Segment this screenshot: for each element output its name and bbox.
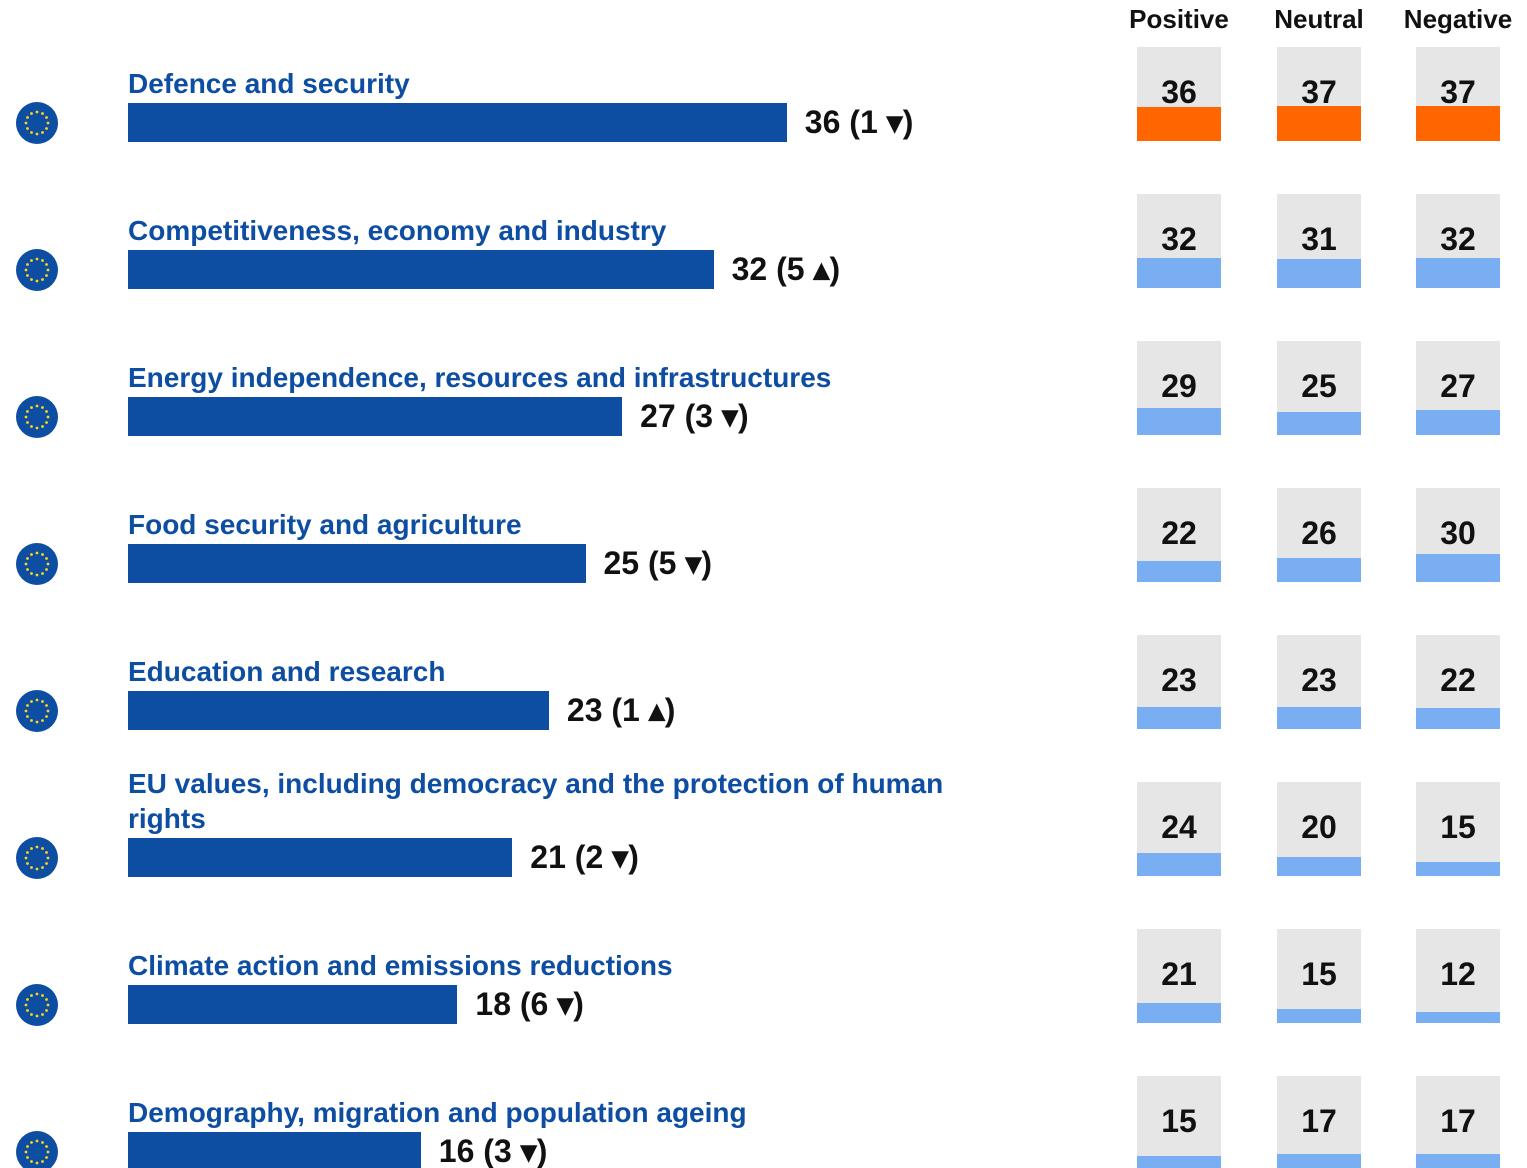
category-label: Climate action and emissions reductions [128, 950, 673, 981]
score-box [1137, 1076, 1221, 1168]
score-bar [1277, 707, 1361, 729]
eu-flag-icon [16, 101, 58, 144]
score-label: 23 [1301, 662, 1337, 698]
bar [128, 691, 549, 730]
score-bar [1137, 853, 1221, 876]
score-label: 27 [1440, 368, 1476, 404]
score-bar [1277, 857, 1361, 876]
score-label: 17 [1301, 1103, 1337, 1139]
score-bar [1137, 257, 1221, 288]
bar [128, 103, 787, 142]
score-box [1277, 929, 1361, 1023]
column-header: Positive [1129, 4, 1229, 34]
score-label: 22 [1161, 515, 1197, 551]
bar [128, 397, 623, 436]
score-label: 22 [1440, 662, 1476, 698]
value-label: 25 (5 ▾) [603, 545, 713, 581]
score-label: 24 [1161, 809, 1197, 845]
score-label: 29 [1161, 368, 1197, 404]
bar [128, 250, 714, 289]
column-header: Neutral [1274, 4, 1364, 34]
score-label: 12 [1440, 956, 1476, 992]
value-label: 21 (2 ▾) [530, 839, 639, 875]
category-label: EU values, including democracy and the p… [128, 768, 944, 834]
score-box [1416, 782, 1500, 876]
score-bar [1277, 1154, 1361, 1168]
value-label: 23 (1 ▴) [566, 692, 676, 728]
score-label: 36 [1161, 74, 1197, 110]
score-label: 37 [1440, 74, 1476, 110]
score-bar [1277, 411, 1361, 435]
score-label: 15 [1301, 956, 1337, 992]
score-bar [1416, 861, 1500, 876]
score-bar [1416, 106, 1500, 141]
bar [128, 544, 586, 583]
value-label: 36 (1 ▾) [804, 104, 914, 140]
score-label: 32 [1440, 221, 1476, 257]
score-label: 17 [1440, 1103, 1476, 1139]
eu-flag-icon [16, 689, 58, 732]
column-header: Negative [1403, 4, 1513, 34]
category-label: Energy independence, resources and infra… [128, 362, 832, 393]
score-label: 31 [1301, 221, 1337, 257]
score-bar [1137, 107, 1221, 141]
score-bar [1416, 257, 1500, 288]
score-bar [1137, 1003, 1221, 1023]
eu-flag-icon [16, 395, 58, 438]
category-label: Demography, migration and population age… [128, 1097, 747, 1128]
score-label: 30 [1440, 515, 1476, 551]
eu-flag-icon [16, 248, 58, 291]
bar [128, 985, 458, 1024]
score-bar [1416, 409, 1500, 435]
score-label: 20 [1301, 809, 1337, 845]
score-label: 26 [1301, 515, 1337, 551]
score-bar [1277, 258, 1361, 288]
bar [128, 838, 513, 877]
score-box [1277, 1076, 1361, 1168]
category-label: Education and research [128, 656, 446, 687]
value-label: 18 (6 ▾) [475, 986, 584, 1022]
score-bar [1137, 407, 1221, 435]
eu-flag-icon [16, 836, 58, 879]
category-label: Defence and security [128, 68, 410, 99]
score-bar [1416, 708, 1500, 729]
score-bar [1416, 1154, 1500, 1168]
score-label: 21 [1161, 956, 1197, 992]
eu-flag-icon [16, 983, 58, 1026]
score-label: 15 [1161, 1103, 1197, 1139]
score-label: 15 [1440, 809, 1476, 845]
score-bar [1416, 553, 1500, 582]
score-box [1416, 1076, 1500, 1168]
score-label: 23 [1161, 662, 1197, 698]
category-label: Food security and agriculture [128, 509, 522, 540]
value-label: 32 (5 ▴) [731, 251, 841, 287]
value-label: 16 (3 ▾) [438, 1133, 548, 1168]
score-label: 25 [1301, 368, 1337, 404]
score-bar [1277, 106, 1361, 141]
score-bar [1416, 1011, 1500, 1023]
bar [128, 1132, 421, 1168]
eu-flag-icon [16, 542, 58, 585]
score-bar [1277, 1008, 1361, 1023]
score-box [1416, 929, 1500, 1023]
eu-flag-icon [16, 1130, 58, 1168]
score-label: 37 [1301, 74, 1337, 110]
value-label: 27 (3 ▾) [640, 398, 749, 434]
score-bar [1137, 707, 1221, 729]
score-label: 32 [1161, 221, 1197, 257]
score-bar [1137, 1155, 1221, 1168]
category-label: Competitiveness, economy and industry [128, 215, 667, 246]
score-bar [1277, 557, 1361, 582]
score-bar [1137, 561, 1221, 582]
